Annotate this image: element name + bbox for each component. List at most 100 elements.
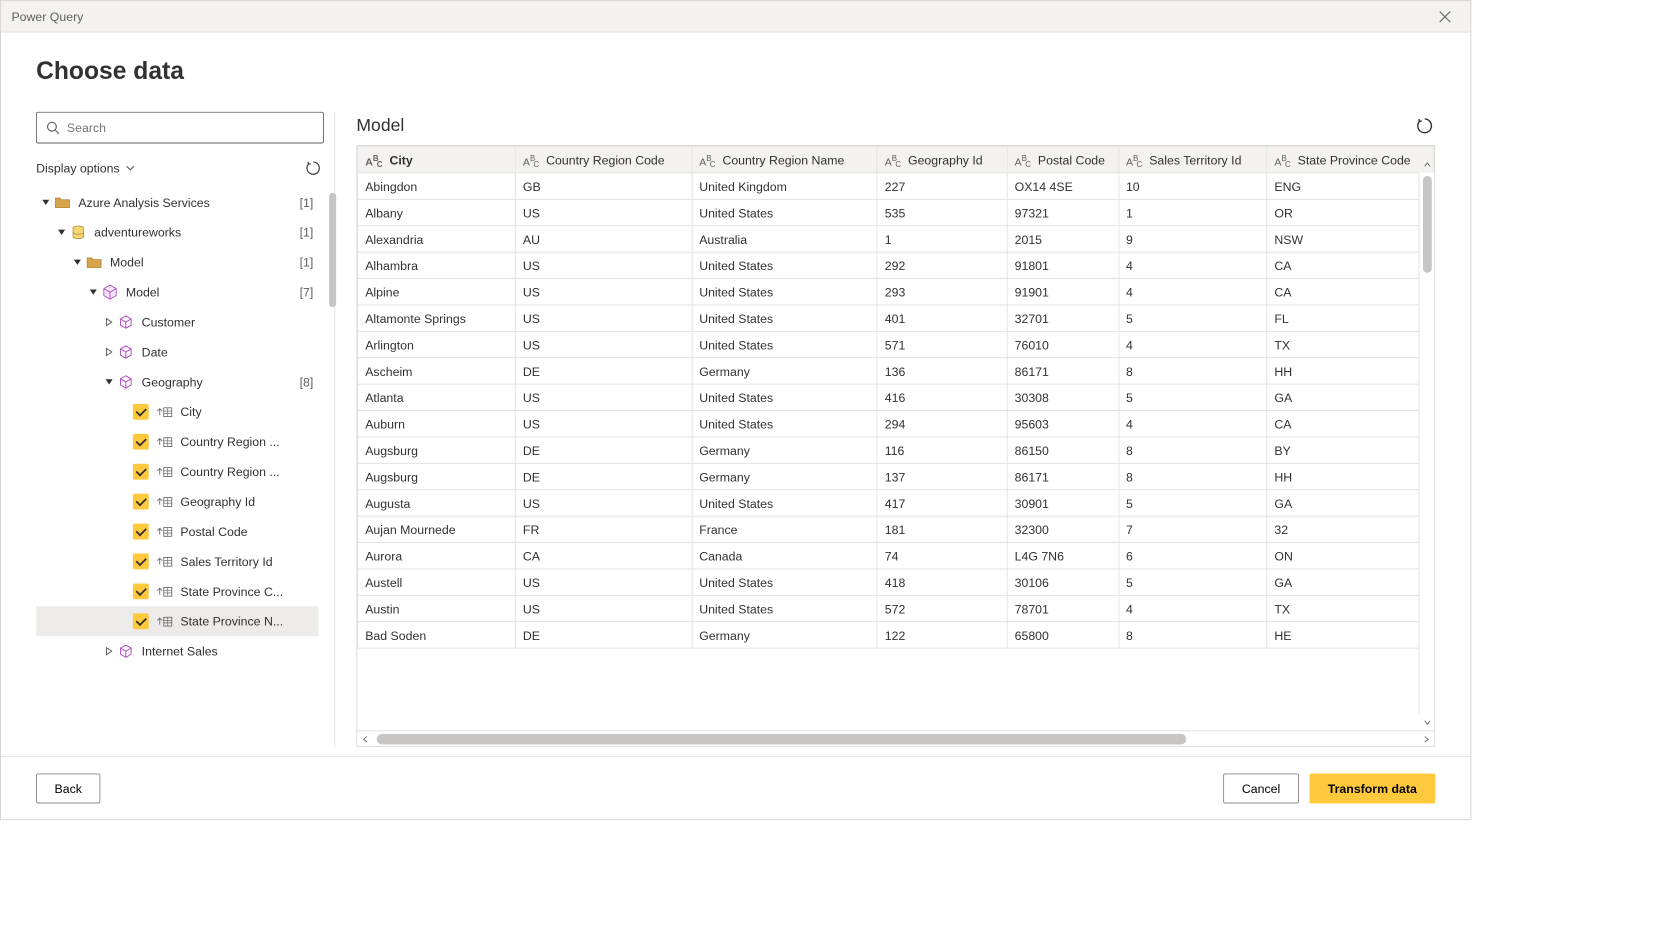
toggle-icon[interactable] [87,286,99,298]
table-row[interactable]: AtlantaUSUnited States416303085GA [358,384,1434,410]
table-row[interactable]: AustellUSUnited States418301065GA [358,569,1434,595]
toggle-icon[interactable] [71,256,83,268]
table-row[interactable]: AlexandriaAUAustralia120159NSW [358,226,1434,252]
cube-sm-icon [117,373,135,391]
toggle-icon[interactable] [103,316,115,328]
tree-item-c3[interactable]: Country Region ... [36,457,318,487]
table-cell: CA [1267,252,1434,278]
toggle-icon[interactable] [55,226,67,238]
tree-item-c2[interactable]: Country Region ... [36,427,318,457]
table-row[interactable]: AuroraCACanada74L4G 7N66ON [358,543,1434,569]
table-row[interactable]: Altamonte SpringsUSUnited States40132701… [358,305,1434,331]
table-cell: United States [692,490,878,516]
table-row[interactable]: AlhambraUSUnited States292918014CA [358,252,1434,278]
tree-item-t3[interactable]: Geography[8] [36,367,318,397]
table-row[interactable]: ArlingtonUSUnited States571760104TX [358,331,1434,357]
tree-item-root[interactable]: Azure Analysis Services[1] [36,187,318,217]
checkbox[interactable] [133,583,149,599]
tree-item-c4[interactable]: Geography Id [36,487,318,517]
grid-hscroll-thumb[interactable] [377,734,1187,745]
table-cell: 5 [1118,384,1266,410]
tree-item-c8[interactable]: State Province N... [36,606,318,636]
search-input[interactable] [67,121,314,135]
table-cell: 91801 [1007,252,1118,278]
table-cell: 181 [877,516,1007,542]
grid-scroll-region[interactable]: ABC CityABC Country Region CodeABC Count… [357,146,1434,730]
table-row[interactable]: AlpineUSUnited States293919014CA [358,279,1434,305]
tree-item-mf[interactable]: Model[1] [36,247,318,277]
table-cell: 8 [1118,437,1266,463]
table-cell: US [515,331,691,357]
navigator-tree[interactable]: Azure Analysis Services[1]adventureworks… [36,187,324,747]
grid-vscroll-thumb[interactable] [1423,176,1432,273]
nav-scrollbar-thumb[interactable] [329,193,336,307]
column-header[interactable]: ABC Geography Id [877,147,1007,173]
table-cell: 535 [877,199,1007,225]
table-row[interactable]: AlbanyUSUnited States535973211OR [358,199,1434,225]
table-row[interactable]: AscheimDEGermany136861718HH [358,358,1434,384]
table-cell: 32701 [1007,305,1118,331]
checkbox[interactable] [133,434,149,450]
column-header[interactable]: ABC State Province Code [1267,147,1434,173]
tree-item-label: Geography [142,375,295,389]
display-options-dropdown[interactable]: Display options [36,161,135,175]
search-box[interactable] [36,112,324,144]
column-header[interactable]: ABC City [358,147,516,173]
table-row[interactable]: AugustaUSUnited States417309015GA [358,490,1434,516]
cancel-button[interactable]: Cancel [1223,773,1298,803]
grid-vscrollbar[interactable] [1419,172,1435,714]
back-button[interactable]: Back [36,773,100,803]
checkbox[interactable] [133,613,149,629]
scroll-up-arrow[interactable] [1419,157,1434,173]
refresh-preview-button[interactable] [1414,115,1435,136]
table-row[interactable]: AbingdonGBUnited Kingdom227OX14 4SE10ENG [358,173,1434,199]
checkbox[interactable] [133,404,149,420]
toggle-icon[interactable] [103,346,115,358]
table-row[interactable]: AuburnUSUnited States294956034CA [358,411,1434,437]
main-area: Display options Azure Analysis Services[… [36,112,1435,747]
refresh-nav-button[interactable] [303,158,324,179]
table-cell: Arlington [358,331,516,357]
grid-hscrollbar[interactable] [357,730,1434,746]
tree-item-c1[interactable]: City [36,397,318,427]
table-row[interactable]: Aujan MournedeFRFrance18132300732 [358,516,1434,542]
toggle-icon[interactable] [40,196,52,208]
checkbox[interactable] [133,464,149,480]
table-cell: 2015 [1007,226,1118,252]
table-row[interactable]: AugsburgDEGermany116861508BY [358,437,1434,463]
tree-item-label: Country Region ... [180,435,318,449]
tree-item-t1[interactable]: Customer [36,307,318,337]
table-cell: Austin [358,595,516,621]
scroll-down-arrow[interactable] [1419,715,1434,731]
checkbox[interactable] [133,554,149,570]
table-row[interactable]: AustinUSUnited States572787014TX [358,595,1434,621]
table-row[interactable]: Bad SodenDEGermany122658008HE [358,622,1434,648]
tree-item-c7[interactable]: State Province C... [36,576,318,606]
table-cell: Albany [358,199,516,225]
scroll-right-arrow[interactable] [1419,731,1435,747]
close-button[interactable] [1425,1,1465,33]
table-cell: Augsburg [358,437,516,463]
tree-item-c5[interactable]: Postal Code [36,517,318,547]
tree-item-t2[interactable]: Date [36,337,318,367]
titlebar: Power Query [1,1,1471,33]
tree-item-label: State Province C... [180,584,318,598]
column-header[interactable]: ABC Country Region Code [515,147,691,173]
column-header[interactable]: ABC Country Region Name [692,147,878,173]
table-row[interactable]: AugsburgDEGermany137861718HH [358,463,1434,489]
table-cell: 1 [1118,199,1266,225]
toggle-icon[interactable] [103,376,115,388]
checkbox[interactable] [133,494,149,510]
table-cell: AU [515,226,691,252]
tree-item-c6[interactable]: Sales Territory Id [36,546,318,576]
scroll-left-arrow[interactable] [357,731,373,747]
toggle-icon[interactable] [103,645,115,657]
tree-item-db[interactable]: adventureworks[1] [36,217,318,247]
folder-icon [54,194,72,212]
tree-item-t4[interactable]: Internet Sales [36,636,318,666]
tree-item-mc[interactable]: Model[7] [36,277,318,307]
checkbox[interactable] [133,524,149,540]
column-header[interactable]: ABC Sales Territory Id [1118,147,1266,173]
transform-data-button[interactable]: Transform data [1309,773,1435,803]
column-header[interactable]: ABC Postal Code [1007,147,1118,173]
